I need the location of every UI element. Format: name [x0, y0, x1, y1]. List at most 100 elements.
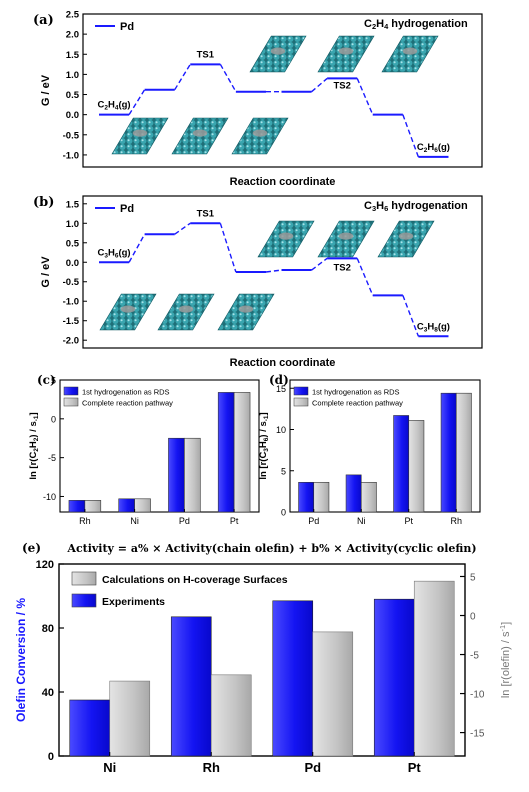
- surface-structure-3: [217, 293, 275, 331]
- x-axis-label: Reaction coordinate: [230, 176, 336, 188]
- panel-label: (e): [22, 541, 41, 555]
- state-label-part: H: [108, 100, 115, 111]
- surface-structure-3-adsorbate: [252, 129, 268, 137]
- chart-title: C2H4 hydrogenation: [364, 18, 468, 31]
- experiment-bar-ni: [69, 699, 111, 757]
- x-tick-label: Ni: [103, 760, 116, 775]
- y-axis-label-part: ) / s: [28, 421, 39, 437]
- y-left-tick-label: 120: [36, 559, 54, 571]
- energy-connector: [356, 258, 374, 296]
- pathway-bar-rh: [84, 500, 102, 513]
- y-tick-label: 10: [276, 425, 286, 435]
- state-label: TS2: [333, 262, 350, 273]
- chart-title-part: hydrogenation: [388, 18, 468, 30]
- state-label: TS2: [333, 80, 350, 91]
- state-label: TS1: [197, 49, 215, 60]
- pathway-bar-pd: [313, 481, 330, 513]
- y-right-axis-label-part: -1: [498, 625, 507, 632]
- state-label-part: TS2: [333, 262, 350, 273]
- panel-b-energy-profile: -2.0 -1.5 -1.0 -0.5 0.0 0.5 1.0 1.5 G / eV Reacti…: [33, 195, 483, 369]
- energy-connector: [356, 78, 374, 115]
- y-axis-label: ln [r(C2H2) / s-1]: [28, 412, 40, 479]
- y-tick-label: -0.5: [63, 130, 80, 141]
- y-axis-label-part: 6: [263, 437, 270, 441]
- surface-structure-4-adsorbate: [270, 47, 286, 55]
- chart-title: C3H6 hydrogenation: [364, 200, 468, 213]
- legend-label: Complete reaction pathway: [82, 399, 173, 408]
- energy-connector: [265, 269, 282, 273]
- x-tick-label: Ni: [130, 516, 139, 526]
- rds-bar-pt: [393, 415, 410, 513]
- legend-label: Pd: [120, 203, 134, 215]
- state-label: C2H4(g): [98, 100, 131, 112]
- surface-structure-2-adsorbate: [178, 305, 194, 313]
- y-axis-label-part: 2: [33, 437, 40, 441]
- x-tick-label: Pd: [308, 516, 319, 526]
- calculation-bar-pt: [413, 580, 455, 757]
- surface-structure-2: [157, 293, 215, 331]
- rds-bar-rh: [440, 392, 457, 513]
- state-label-part: (g): [438, 321, 450, 332]
- legend-label: 1st hydrogenation as RDS: [82, 388, 170, 397]
- state-label-part: C: [98, 247, 105, 258]
- surface-structure-4: [257, 220, 315, 258]
- pathway-bar-rh: [455, 392, 472, 513]
- state-label-part: C: [98, 100, 105, 111]
- panel-label: (d): [269, 373, 289, 387]
- y-right-axis-label-part: ln [r(olefin) / s: [500, 631, 512, 698]
- state-label: C3H6(g): [98, 247, 131, 259]
- y-left-axis-label: Olefin Conversion / %: [14, 598, 28, 722]
- chart-title-part: C: [364, 18, 372, 30]
- x-tick-label: Rh: [203, 760, 220, 775]
- x-tick-label: Pd: [179, 516, 190, 526]
- y-axis-label-part: H: [28, 441, 39, 448]
- y-axis-label: ln [r(C3H6) / s-1]: [258, 412, 270, 479]
- x-tick-label: Pt: [408, 760, 422, 775]
- calculation-bar-pd: [312, 631, 354, 757]
- x-tick-label: Pt: [404, 516, 413, 526]
- plot-frame: [58, 563, 466, 757]
- legend-swatch: [63, 386, 79, 396]
- y-axis-label-part: 2: [33, 448, 40, 452]
- calculation-bar-ni: [109, 680, 151, 757]
- legend-swatch: [71, 571, 97, 586]
- experiment-bar-pd: [272, 600, 314, 757]
- surface-structure-6: [381, 35, 439, 73]
- y-tick-label: 15: [276, 384, 286, 394]
- y-axis-label-part: -1: [33, 415, 40, 421]
- y-tick-label: -5: [48, 453, 56, 463]
- energy-connector: [219, 63, 237, 93]
- legend-label: Pd: [120, 21, 134, 33]
- energy-connector: [219, 223, 237, 273]
- energy-connector: [402, 295, 420, 337]
- surface-structure-5: [317, 35, 375, 73]
- calculation-bar-rh: [210, 674, 252, 757]
- energy-connector: [128, 89, 146, 116]
- y-tick-label: -1.0: [63, 297, 79, 308]
- surface-structure-6: [377, 220, 435, 258]
- surface-structure-3: [231, 117, 289, 155]
- state-label: C2H6(g): [417, 142, 450, 154]
- chart-title-part: 2: [372, 22, 376, 31]
- x-tick-label: Rh: [79, 516, 91, 526]
- pathway-bar-pt: [233, 392, 251, 513]
- y-axis-label-part: 3: [263, 448, 270, 452]
- chart-title-part: 3: [372, 204, 376, 213]
- y-right-tick-label: -15: [470, 729, 485, 740]
- y-tick-label: 5: [51, 376, 56, 386]
- pathway-bar-ni: [134, 498, 151, 513]
- surface-structure-1: [99, 293, 157, 331]
- y-axis-label-part: -1: [263, 415, 270, 421]
- y-tick-label: 1.5: [66, 50, 80, 61]
- pathway-bar-pt: [408, 420, 425, 513]
- legend-label: Complete reaction pathway: [312, 399, 403, 408]
- panel-a-energy-profile: -1.0 -0.5 0.0 0.5 1.0 1.5 2.0 2.5 G / eV Reaction…: [33, 10, 483, 188]
- surface-structure-1: [111, 117, 169, 155]
- rds-bar-pd: [168, 437, 185, 513]
- legend-label: 1st hydrogenation as RDS: [312, 388, 400, 397]
- y-tick-label: 1.5: [66, 199, 80, 210]
- y-left-tick-label: 0: [48, 751, 54, 763]
- energy-connector: [311, 77, 328, 93]
